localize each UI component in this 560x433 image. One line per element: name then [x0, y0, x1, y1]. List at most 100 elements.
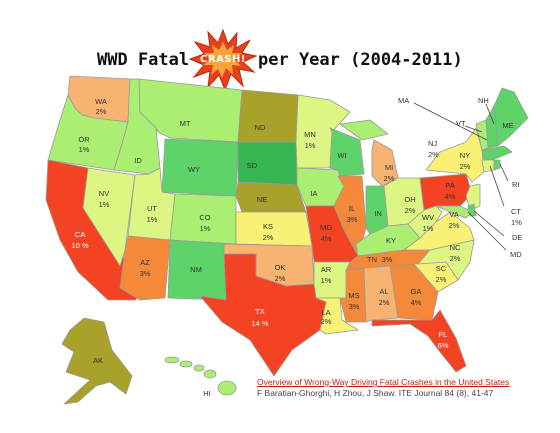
label-CO: CO: [199, 213, 210, 222]
pct-OK: 2%: [275, 274, 286, 283]
label-NE: NE: [257, 195, 267, 204]
pct-AZ: 3%: [140, 269, 151, 278]
title-text-before: WWD Fatal: [97, 50, 190, 70]
ext-label-NJ: NJ: [428, 139, 437, 148]
pct-IL: 3%: [347, 215, 358, 224]
pct-SC: 2%: [436, 275, 447, 284]
citation-reference: F Baratian-Ghorghi, H Zhou, J Shaw. ITE …: [257, 388, 494, 398]
ext-label-MA: MA: [398, 96, 409, 105]
ext-label-MD: MD: [510, 250, 522, 259]
pct-UT: 1%: [147, 215, 158, 224]
label-IN: IN: [374, 209, 382, 218]
label-ME: ME: [502, 121, 513, 130]
ext-label-CT: CT: [511, 207, 521, 216]
label-AL: AL: [379, 287, 388, 296]
pct-CO: 1%: [200, 224, 211, 233]
pct-MO: 4%: [321, 234, 332, 243]
label-AZ: AZ: [140, 258, 150, 267]
state-TX: [199, 253, 327, 377]
label-CA: CA: [75, 230, 85, 239]
state-AZ: [119, 235, 171, 301]
label-GA: GA: [411, 287, 422, 296]
label-ND: ND: [255, 123, 266, 132]
label-WY: WY: [188, 165, 200, 174]
label-WA: WA: [95, 97, 107, 106]
northeast-leader-lines: [413, 102, 509, 251]
pct-OR: 1%: [79, 145, 90, 154]
pct-MI: 2%: [384, 174, 395, 183]
state-ME: [493, 87, 529, 147]
label-NY: NY: [460, 151, 470, 160]
label-KS: KS: [263, 222, 273, 231]
pct-MS: 3%: [349, 302, 360, 311]
state-AL: [363, 265, 399, 323]
pct-VA: 2%: [449, 221, 460, 230]
label-ID: ID: [134, 156, 142, 165]
pct-GA: 4%: [411, 298, 422, 307]
label-OK: OK: [275, 263, 286, 272]
state-AK: [61, 317, 133, 405]
title-text-after: per Year (2004-2011): [258, 50, 463, 70]
citation: Overview of Wrong-Way Driving Fatal Cras…: [257, 377, 557, 399]
label-TN: TN: [367, 255, 377, 264]
label-MS: MS: [348, 291, 359, 300]
label-LA: LA: [321, 308, 330, 317]
label-AK: AK: [93, 356, 103, 365]
label-SC: SC: [436, 264, 447, 273]
label-AR: AR: [321, 265, 332, 274]
label-OH: OH: [404, 195, 415, 204]
ext-label-RI: RI: [512, 180, 520, 189]
pct-KS: 2%: [263, 233, 274, 242]
state-CT: [481, 159, 495, 173]
state-WI: [329, 127, 365, 177]
pct-WA: 2%: [96, 107, 107, 116]
state-DE: [467, 203, 477, 217]
label-NC: NC: [450, 243, 461, 252]
state-MD: [435, 205, 473, 219]
pct-OH: 2%: [405, 206, 416, 215]
label-WV: WV: [422, 213, 434, 222]
pct-TN: 3%: [382, 255, 393, 264]
pct-TX: 14 %: [251, 319, 268, 328]
state-NE: [235, 181, 307, 213]
label-MO: MO: [320, 223, 332, 232]
label-NV: NV: [99, 189, 109, 198]
state-AR: [313, 261, 351, 299]
label-PA: PA: [445, 181, 454, 190]
label-IL: IL: [349, 204, 355, 213]
label-SD: SD: [247, 161, 258, 170]
state-labels: WA 2% OR 1% CA 10 % NV 1% ID MT WY UT 1%…: [71, 97, 513, 398]
ext-label-NH: NH: [478, 96, 489, 105]
label-WI: WI: [337, 151, 346, 160]
pct-NY: 2%: [460, 162, 471, 171]
state-FL: [371, 309, 467, 373]
label-UT: UT: [147, 204, 157, 213]
state-ND: [237, 89, 299, 143]
state-KS: [235, 211, 313, 247]
label-IA: IA: [310, 189, 317, 198]
pct-PA: 4%: [445, 192, 456, 201]
label-HI: HI: [203, 389, 211, 398]
pct-AR: 1%: [321, 276, 332, 285]
pct-NC: 2%: [450, 254, 461, 263]
ext-label-DE: DE: [512, 233, 522, 242]
pct-WV: 1%: [423, 224, 434, 233]
pct-LA: 2%: [321, 317, 332, 326]
pct-MN: 1%: [305, 141, 316, 150]
citation-title-link[interactable]: Overview of Wrong-Way Driving Fatal Cras…: [257, 377, 510, 387]
state-RI: [493, 159, 501, 171]
ext-label-VT: VT: [456, 119, 466, 128]
pct-CA: 10 %: [71, 241, 88, 250]
state-HI: [164, 356, 237, 396]
label-FL: FL: [439, 330, 448, 339]
map-title: WWD Fatal CRASH! per Year (2004-2011): [0, 28, 560, 92]
state-NV: [82, 167, 136, 267]
crash-burst-icon: CRASH!: [188, 28, 258, 92]
label-OR: OR: [78, 135, 90, 144]
pct-NV: 1%: [99, 200, 110, 209]
label-TX: TX: [255, 307, 265, 316]
northeast-external-labels: MA NH VT NJ 2% RI CT 1% DE MD: [398, 96, 522, 259]
pct-AL: 2%: [379, 298, 390, 307]
label-MI: MI: [385, 163, 393, 172]
